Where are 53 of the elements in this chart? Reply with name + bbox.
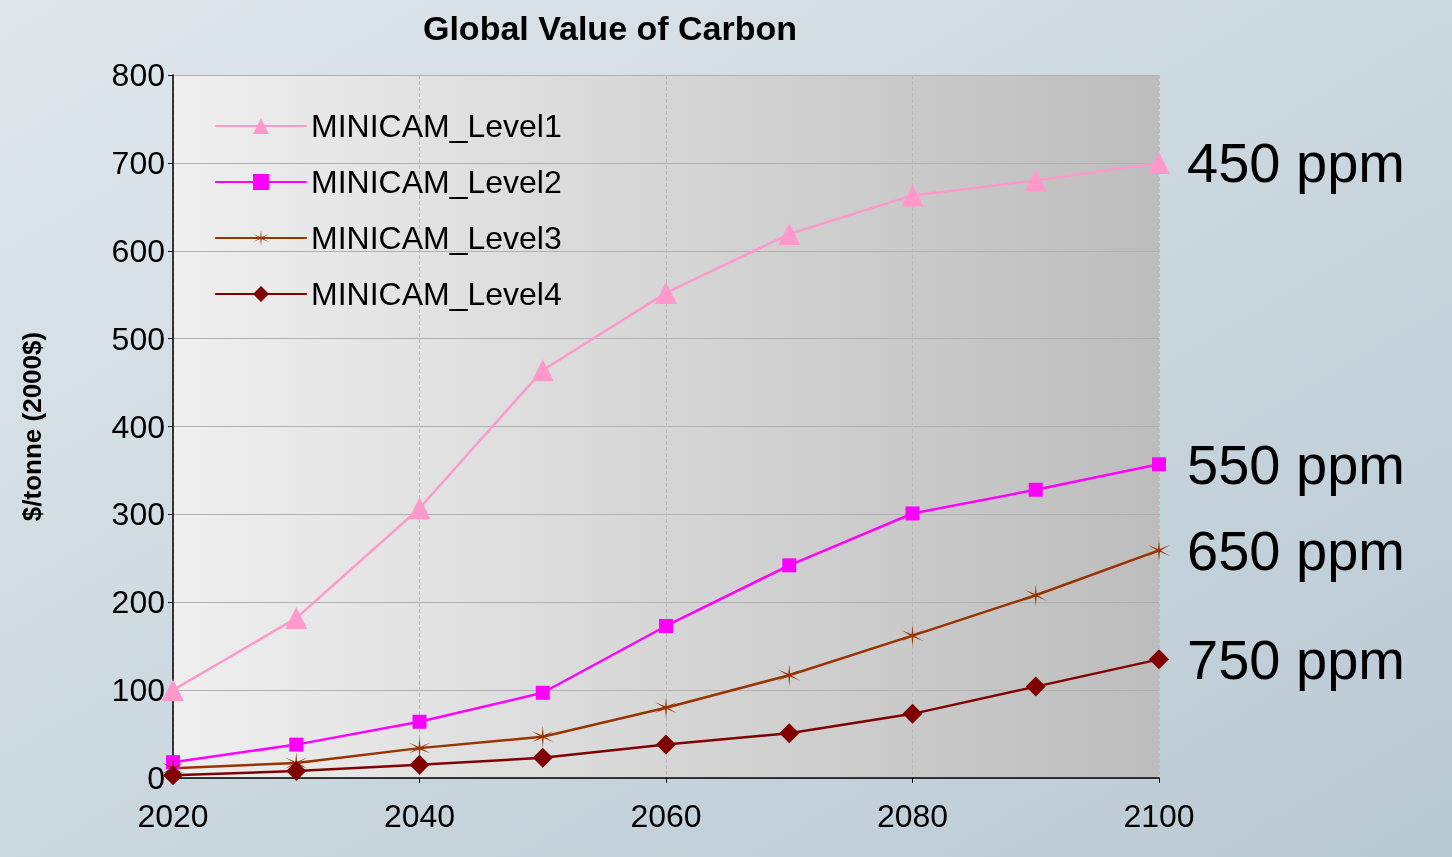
legend-label: MINICAM_Level2 [311, 164, 562, 200]
x-tick-label: 2040 [383, 798, 456, 834]
point [289, 737, 304, 752]
point [285, 607, 308, 630]
point [532, 747, 553, 768]
point [659, 618, 673, 633]
point [535, 685, 550, 700]
y-tick-label: 0 [147, 760, 165, 796]
point [1149, 649, 1169, 670]
point [902, 703, 923, 724]
point [655, 281, 677, 304]
point [905, 506, 920, 521]
point [286, 760, 307, 781]
y-tick-label: 500 [111, 320, 165, 357]
x-tick-label: 2080 [876, 798, 949, 834]
legend-label: MINICAM_Level1 [311, 108, 562, 144]
y-tick-label: 400 [111, 408, 165, 445]
legend-label: MINICAM_Level3 [311, 220, 562, 256]
y-tick-label: 800 [111, 57, 165, 93]
point [163, 765, 183, 786]
point [782, 558, 797, 573]
point [779, 723, 800, 744]
point [1148, 151, 1170, 174]
text: 550 ppm [1187, 432, 1405, 496]
text: 650 ppm [1187, 518, 1405, 582]
point [656, 734, 676, 755]
point [901, 624, 924, 647]
point [1024, 169, 1047, 192]
point [531, 359, 554, 382]
point [1152, 457, 1166, 472]
y-tick-label: 600 [111, 232, 165, 269]
y-tick-label: 700 [111, 144, 165, 181]
point [412, 714, 427, 729]
point [1025, 676, 1046, 697]
point [531, 725, 554, 748]
point [162, 679, 184, 702]
point [409, 754, 430, 775]
point [408, 497, 431, 520]
y-tick-label: 100 [111, 672, 165, 709]
text: 750 ppm [1187, 627, 1405, 691]
text: 450 ppm [1187, 131, 1405, 195]
x-tick-label: 2100 [1123, 798, 1195, 834]
point [1028, 482, 1043, 497]
y-axis-title: $/tonne (2000$) [17, 331, 47, 522]
y-tick-label: 200 [111, 584, 165, 621]
x-tick-label: 2020 [137, 798, 209, 834]
y-tick-label: 300 [111, 496, 165, 533]
point [1024, 584, 1047, 607]
legend-label: MINICAM_Level4 [311, 276, 562, 312]
point [778, 223, 801, 246]
x-tick-label: 2060 [630, 798, 702, 834]
point [901, 184, 924, 207]
chart-title: Global Value of Carbon [422, 9, 798, 47]
